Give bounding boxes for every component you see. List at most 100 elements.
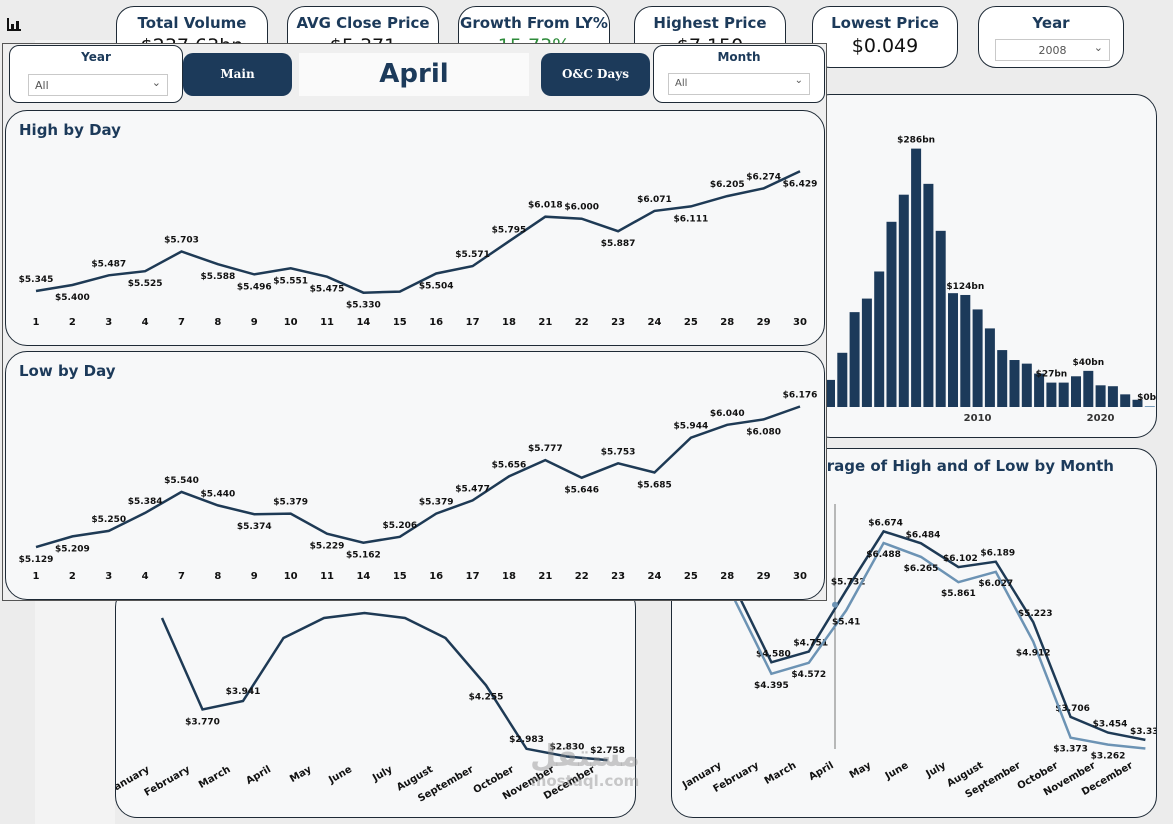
x-tick-label: 14 (356, 317, 370, 328)
year-dropdown[interactable]: 2008 ⌄ (995, 39, 1110, 61)
x-tick-label: 23 (611, 571, 625, 582)
x-tick-label: 16 (429, 317, 443, 328)
data-label: $6.274 (746, 172, 781, 182)
x-tick-label: 10 (284, 571, 298, 582)
x-tick-label: May (288, 764, 314, 785)
x-tick-label: 11 (320, 317, 334, 328)
popup-month-title: Month (717, 50, 761, 64)
data-label: $6.205 (710, 180, 745, 190)
main-button[interactable]: Main (183, 53, 292, 96)
kpi-lowest: Lowest Price $0.049 (812, 6, 958, 68)
data-label: $2.983 (509, 735, 544, 745)
kpi-title: Total Volume (137, 14, 247, 32)
bar-label: $286bn (897, 136, 935, 146)
data-label: $6.484 (906, 530, 941, 540)
bar (911, 148, 922, 407)
volume-bar-chart: $286bn $124bn $27bn $40bn $0bn 2010 2020 (825, 136, 1162, 424)
data-label: $5.400 (55, 293, 90, 303)
data-label: $5.861 (941, 589, 976, 599)
low-by-day-title: Low by Day (19, 362, 116, 380)
x-tick-label: March (197, 764, 233, 791)
bar (1120, 394, 1131, 407)
data-label: $3.770 (185, 718, 220, 728)
bar-label: $27bn (1036, 370, 1068, 380)
data-label: $6.080 (746, 427, 781, 437)
data-label: $5.753 (601, 447, 636, 457)
data-label: $5.588 (201, 272, 236, 282)
data-label: $4.255 (469, 692, 504, 702)
popup-year-dropdown[interactable]: All ⌄ (28, 74, 168, 96)
low-by-day-card: Low by Day $5.129 1 $5.209 2 $5.250 3 $5.384 4 $… (5, 351, 825, 600)
x-tick-label: 2020 (1087, 413, 1115, 424)
data-label: $3.706 (1055, 704, 1090, 714)
kpi-value: $0.049 (851, 35, 919, 57)
x-tick-label: 3 (105, 317, 112, 328)
x-tick-label: 17 (466, 317, 480, 328)
x-tick-label: 7 (178, 571, 185, 582)
x-tick-label: 30 (793, 571, 807, 582)
bar (874, 271, 885, 407)
high-by-day-title: High by Day (19, 121, 121, 139)
x-tick-label: 9 (251, 571, 258, 582)
x-tick-label: 21 (538, 317, 552, 328)
bar (1144, 406, 1155, 407)
x-tick-label: 24 (648, 571, 662, 582)
x-tick-label: 25 (684, 571, 698, 582)
avg-close-month-chart: $3.770$3.941$4.255$2.983$2.830 $2.758Janu… (108, 611, 625, 805)
x-tick-label: 10 (284, 317, 298, 328)
high-by-day-chart: $5.345 1 $5.400 2 $5.487 3 $5.525 4 $5.703 7 $5.58… (19, 170, 817, 328)
x-tick-label: 4 (142, 571, 149, 582)
bar (1021, 363, 1032, 407)
kpi-title: AVG Close Price (296, 14, 430, 32)
bar (825, 379, 835, 407)
bar (948, 293, 958, 407)
x-tick-label: 28 (720, 317, 734, 328)
data-label: $5.487 (91, 259, 126, 269)
low-series-line (732, 541, 1146, 750)
x-tick-label: June (326, 764, 354, 787)
data-label: $6.111 (673, 214, 708, 224)
x-tick-label: 18 (502, 317, 516, 328)
data-label: $5.685 (637, 480, 672, 490)
x-tick-label: 30 (793, 317, 807, 328)
bar (1095, 385, 1106, 407)
x-tick-label: 2010 (964, 413, 992, 424)
bar (837, 352, 848, 407)
kpi-title: Lowest Price (831, 14, 939, 32)
series-line (160, 611, 608, 762)
x-tick-label: 25 (684, 317, 698, 328)
bar (898, 194, 909, 407)
bar (1046, 382, 1057, 407)
month-heading: April (299, 53, 529, 96)
data-label: $5.379 (419, 498, 454, 508)
data-label: $5.209 (55, 544, 90, 554)
bar-chart-icon (6, 16, 22, 32)
data-label: $5.477 (455, 484, 490, 494)
data-label: $3.373 (1053, 745, 1088, 755)
data-label: $5.887 (601, 239, 636, 249)
popup-month-dropdown[interactable]: All ⌄ (668, 73, 810, 95)
chevron-down-icon: ⌄ (151, 76, 161, 89)
bar (923, 183, 934, 407)
x-tick-label: 9 (251, 317, 258, 328)
bar (849, 312, 860, 407)
x-tick-label: June (883, 760, 911, 783)
data-label: $6.040 (710, 409, 745, 419)
x-tick-label: 29 (757, 317, 771, 328)
x-tick-label: 1 (33, 317, 40, 328)
x-tick-label: 8 (214, 317, 221, 328)
bar (997, 350, 1008, 407)
bar (960, 294, 971, 407)
data-label: $5.732 (831, 577, 866, 587)
x-tick-label: 22 (575, 571, 589, 582)
x-tick-label: 2 (69, 317, 76, 328)
oc-days-button[interactable]: O&C Days (541, 53, 650, 96)
popup-year-title: Year (81, 50, 111, 64)
data-label: $4.751 (793, 639, 828, 649)
data-label: $5.656 (492, 460, 527, 470)
data-label: $4.572 (791, 670, 826, 680)
popup-month-slicer: Month All ⌄ (653, 45, 825, 103)
kpi-title: Highest Price (653, 14, 767, 32)
data-label: $4.580 (756, 649, 791, 659)
bar (1009, 360, 1020, 407)
